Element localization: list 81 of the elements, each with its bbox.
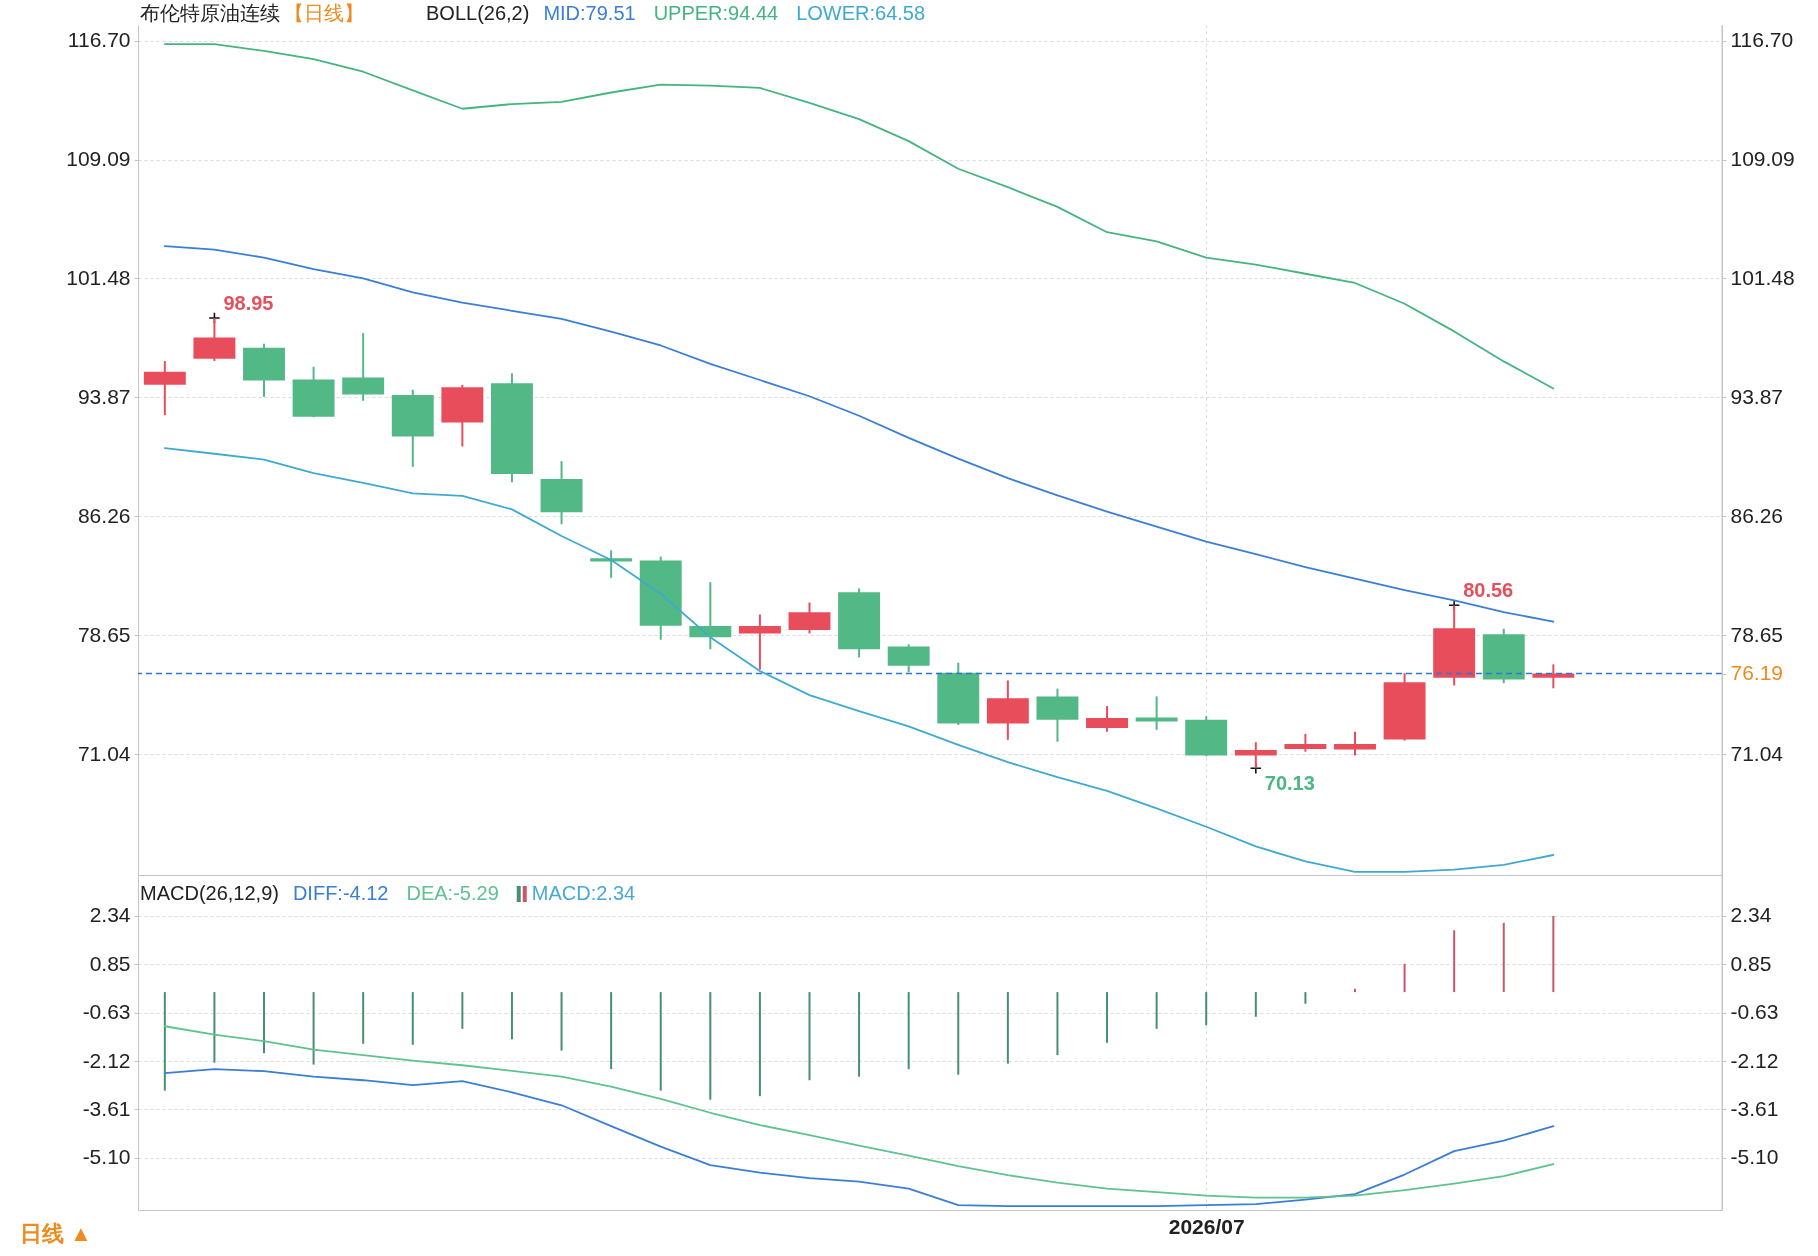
text: UPPER:94.44 xyxy=(653,2,779,24)
y-tick-label: 71.04 xyxy=(77,741,131,765)
line-series xyxy=(163,1025,1555,1199)
bar xyxy=(362,992,365,1044)
bar xyxy=(1502,922,1505,993)
y2-tick-label: -2.12 xyxy=(1730,1048,1779,1072)
bar xyxy=(163,992,166,1091)
chart-subtitle: 【日线】 xyxy=(284,2,364,24)
bar xyxy=(1205,992,1208,1026)
bar xyxy=(411,992,414,1045)
y-tick-label: 2.34 xyxy=(89,903,131,927)
y2-tick-label: 116.70 xyxy=(1730,28,1794,52)
data-label: 80.56 xyxy=(1463,579,1514,602)
bar xyxy=(1056,992,1059,1056)
bar xyxy=(610,992,613,1070)
bar xyxy=(1155,992,1158,1029)
bar xyxy=(1304,992,1307,1004)
y-tick-label: -0.63 xyxy=(82,1000,131,1024)
y2-tick-label: 86.26 xyxy=(1730,503,1784,527)
bar xyxy=(213,992,216,1063)
bar xyxy=(1106,992,1109,1043)
candlestick xyxy=(1135,695,1178,731)
y-tick-label: 86.26 xyxy=(77,503,131,527)
line-series xyxy=(163,43,1555,390)
y-tick-label: 93.87 xyxy=(77,384,131,408)
text: 日线 ▲ xyxy=(20,1221,92,1246)
y2-tick-label: 109.09 xyxy=(1730,147,1795,171)
y2-tick-label: 76.19 xyxy=(1730,661,1784,685)
y-tick-label: 101.48 xyxy=(66,265,131,289)
text: LOWER:64.58 xyxy=(796,2,926,24)
line-series xyxy=(163,245,1555,623)
y-tick-label: 0.85 xyxy=(89,951,131,975)
y-tick-label: 116.70 xyxy=(67,28,131,52)
text: MID:79.51 xyxy=(543,2,636,24)
bar xyxy=(263,992,265,1054)
y-tick-label: -5.10 xyxy=(82,1145,131,1169)
y2-tick-label: 101.48 xyxy=(1730,265,1795,289)
data-label: 70.13 xyxy=(1264,772,1315,795)
legend-label: MACD:2.34 xyxy=(531,882,636,904)
candlestick xyxy=(1334,730,1376,757)
line-series xyxy=(163,447,1555,873)
bar xyxy=(907,992,910,1070)
y2-tick-label: 2.34 xyxy=(1730,903,1772,927)
text: DIFF:-4.12 xyxy=(292,882,389,904)
y-tick-label: 109.09 xyxy=(66,147,131,171)
y2-tick-label: -0.63 xyxy=(1730,1000,1779,1024)
y-tick-label: -3.61 xyxy=(82,1097,131,1120)
bar xyxy=(1403,963,1406,993)
y2-tick-label: 78.65 xyxy=(1730,622,1784,646)
bar xyxy=(1453,930,1456,993)
bar xyxy=(1006,992,1009,1064)
y-tick-label: -2.12 xyxy=(82,1048,131,1072)
data-label: 98.95 xyxy=(223,291,274,314)
bar xyxy=(312,992,315,1065)
candlestick xyxy=(1532,663,1575,690)
bar xyxy=(560,992,563,1051)
candlestick xyxy=(689,581,732,651)
y2-tick-label: -3.61 xyxy=(1730,1097,1779,1120)
bar xyxy=(957,992,960,1075)
bar xyxy=(1552,915,1555,993)
y-tick-label: 78.65 xyxy=(77,622,131,646)
y2-tick-label: -5.10 xyxy=(1730,1145,1779,1169)
text: DEA:-5.29 xyxy=(406,882,499,904)
bar xyxy=(808,992,811,1081)
legend-title: BOLL(26,2) xyxy=(426,2,530,24)
y2-tick-label: 93.87 xyxy=(1730,384,1784,408)
bar xyxy=(1254,992,1257,1017)
bar xyxy=(659,992,662,1091)
line-series xyxy=(163,1068,1555,1207)
y2-tick-label: 0.85 xyxy=(1730,951,1772,975)
x-tick-label: 2026/07 xyxy=(1168,1214,1245,1238)
bar xyxy=(510,992,513,1040)
bar xyxy=(758,992,761,1097)
legend-title: MACD(26,12,9) xyxy=(140,882,279,904)
bar xyxy=(461,992,464,1029)
bar xyxy=(858,992,861,1077)
candlestick xyxy=(738,613,781,671)
candlestick xyxy=(1086,705,1128,733)
y2-tick-label: 71.04 xyxy=(1730,741,1784,765)
chart-title: 布伦特原油连续 xyxy=(140,2,280,24)
bar xyxy=(709,992,712,1100)
